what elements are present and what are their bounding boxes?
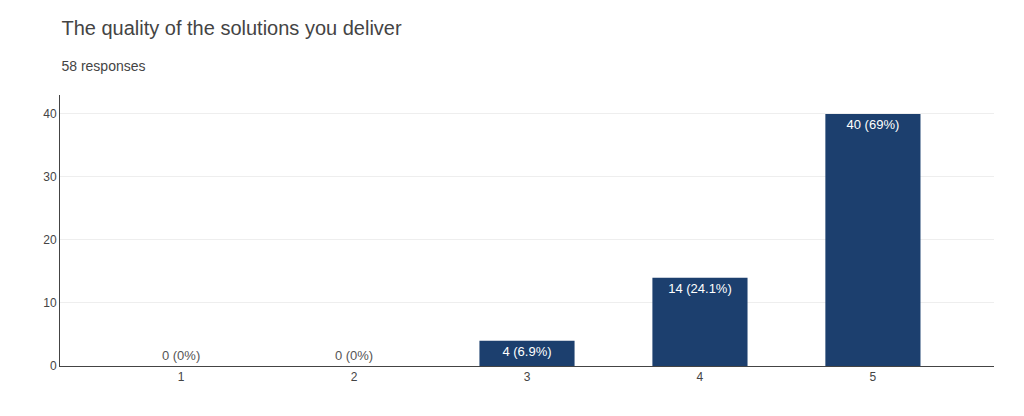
svg-text:4: 4 [697,370,704,384]
svg-text:0 (0%): 0 (0%) [162,348,200,363]
svg-text:0: 0 [50,359,57,373]
svg-text:58 responses: 58 responses [61,58,145,74]
svg-text:30: 30 [43,170,57,184]
svg-text:10: 10 [43,296,57,310]
svg-text:The quality of the solutions y: The quality of the solutions you deliver [61,17,402,39]
svg-text:4 (6.9%): 4 (6.9%) [502,344,551,359]
svg-text:1: 1 [178,370,185,384]
svg-text:20: 20 [43,233,57,247]
svg-text:0 (0%): 0 (0%) [335,348,373,363]
svg-text:14 (24.1%): 14 (24.1%) [668,281,732,296]
svg-text:3: 3 [524,370,531,384]
svg-text:40: 40 [43,107,57,121]
svg-text:5: 5 [870,370,877,384]
svg-text:40 (69%): 40 (69%) [847,117,900,132]
svg-text:2: 2 [351,370,358,384]
